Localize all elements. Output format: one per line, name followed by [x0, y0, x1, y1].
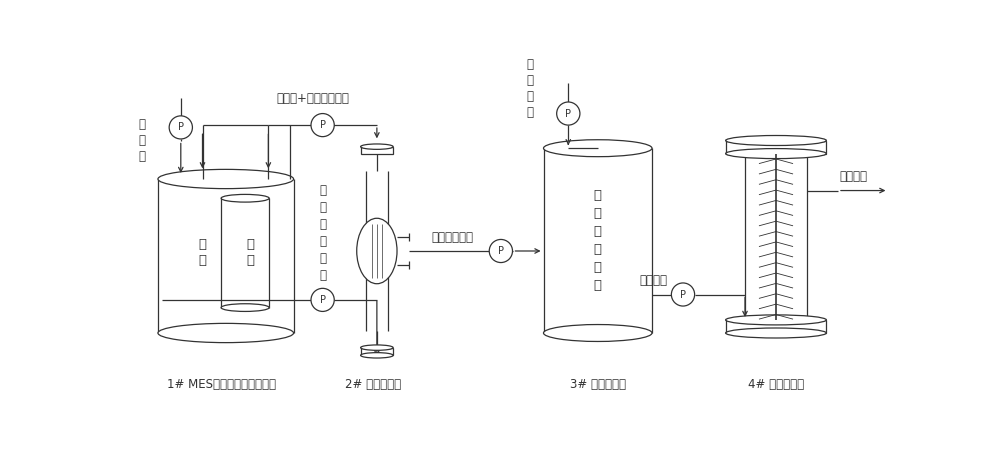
- Text: 阴
极: 阴 极: [247, 238, 255, 266]
- Ellipse shape: [361, 345, 393, 350]
- Text: 1# MES套筒状双腔室反应器: 1# MES套筒状双腔室反应器: [167, 378, 276, 391]
- Text: P: P: [320, 295, 326, 305]
- Ellipse shape: [726, 328, 826, 338]
- Circle shape: [557, 102, 580, 125]
- Bar: [361, 146, 393, 154]
- Circle shape: [311, 113, 334, 137]
- Ellipse shape: [726, 135, 826, 146]
- Circle shape: [311, 288, 334, 312]
- Text: 2# 中空纤维膜: 2# 中空纤维膜: [345, 378, 401, 391]
- Text: 含乙酸营养液: 含乙酸营养液: [431, 231, 473, 244]
- Ellipse shape: [544, 140, 652, 157]
- Text: 营
养
液: 营 养 液: [139, 118, 146, 163]
- Text: 硝
氨
污
水: 硝 氨 污 水: [526, 59, 533, 120]
- Text: 阳
极: 阳 极: [198, 238, 207, 266]
- Text: P: P: [680, 290, 686, 299]
- Ellipse shape: [221, 304, 269, 312]
- Circle shape: [489, 239, 512, 263]
- Text: 乙
酸
菌
液
回
流: 乙 酸 菌 液 回 流: [319, 184, 326, 282]
- Circle shape: [671, 283, 695, 306]
- Bar: [726, 140, 826, 153]
- Ellipse shape: [158, 169, 294, 189]
- Text: 3# 污水混合池: 3# 污水混合池: [570, 378, 626, 391]
- Text: 污水排出: 污水排出: [840, 170, 868, 183]
- Bar: [361, 348, 393, 355]
- Ellipse shape: [726, 149, 826, 159]
- Text: 污水流入: 污水流入: [640, 274, 668, 287]
- Text: P: P: [178, 122, 184, 133]
- Text: P: P: [320, 120, 326, 130]
- Text: 按
脱
氮
比
混
合: 按 脱 氮 比 混 合: [594, 189, 602, 292]
- Ellipse shape: [221, 194, 269, 202]
- Ellipse shape: [726, 315, 826, 325]
- Text: P: P: [565, 108, 571, 119]
- Ellipse shape: [361, 144, 393, 149]
- Bar: [726, 320, 826, 333]
- Text: P: P: [498, 246, 504, 256]
- Text: 乙酸菌+含乙酸营养液: 乙酸菌+含乙酸营养液: [276, 92, 349, 105]
- Ellipse shape: [357, 218, 397, 284]
- Ellipse shape: [158, 323, 294, 343]
- Ellipse shape: [544, 325, 652, 341]
- Ellipse shape: [361, 352, 393, 358]
- Circle shape: [169, 116, 192, 139]
- Text: 4# 脱氮反应器: 4# 脱氮反应器: [748, 378, 804, 391]
